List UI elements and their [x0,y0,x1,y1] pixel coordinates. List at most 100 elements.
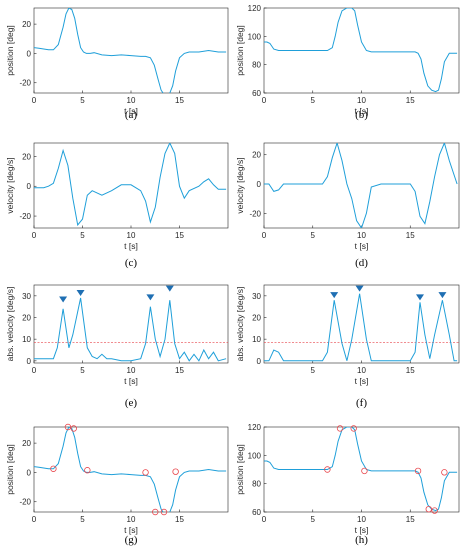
x-tick-label: 15 [406,96,415,105]
x-tick-label: 10 [127,366,136,375]
peak-marker [165,285,174,292]
y-tick-label: 100 [248,451,262,460]
y-tick-label: 20 [252,314,261,323]
y-tick-label: 80 [252,61,261,70]
x-tick-label: 0 [32,96,37,105]
x-tick-label: 15 [175,96,184,105]
series-line [264,143,458,228]
boundary-marker [70,425,77,432]
boundary-marker [441,469,448,476]
x-tick-label: 5 [80,231,85,240]
y-tick-label: -20 [19,212,31,221]
series-line [34,297,227,362]
panel-caption: (c) [125,257,138,269]
y-tick-label: 100 [248,32,262,41]
x-axis-label: t [s] [124,376,138,386]
x-tick-label: 5 [80,96,85,105]
x-tick-label: 5 [80,515,85,524]
y-tick-label: 120 [248,423,262,432]
y-tick-label: 20 [252,151,261,160]
plot-area [263,284,460,364]
x-tick-label: 0 [32,231,37,240]
y-tick-label: 20 [22,152,31,161]
x-tick-label: 10 [127,231,136,240]
plot-area [33,426,229,513]
boundary-marker [50,465,57,472]
plot-area [263,142,460,229]
x-axis-label: t [s] [355,376,369,386]
y-axis-label: abs. velocity [deg/s] [235,287,245,362]
x-tick-label: 0 [262,96,267,105]
x-tick-label: 10 [357,231,366,240]
x-tick-label: 15 [406,366,415,375]
y-tick-label: 0 [27,357,32,366]
boundary-marker [431,507,438,514]
x-tick-label: 10 [127,515,136,524]
x-axis-label: t [s] [355,525,369,535]
panel-caption: (d) [355,257,368,269]
x-tick-label: 5 [311,96,316,105]
panel-b: 0 5 10 15 60 80 100 120 t [s] position [deg] (b) [235,4,460,121]
series-line [264,293,458,362]
y-axis-label: abs. velocity [deg/s] [5,287,15,362]
x-tick-label: 10 [357,366,366,375]
boundary-marker [361,467,368,475]
series-line [34,8,227,93]
y-tick-label: 20 [22,439,31,448]
y-tick-label: 80 [252,480,261,489]
boundary-marker [160,508,168,516]
x-axis-label: t [s] [124,525,138,535]
y-tick-label: -20 [19,498,31,507]
y-axis-label: position [deg] [5,25,15,76]
x-tick-label: 15 [175,231,184,240]
x-tick-label: 5 [80,366,85,375]
x-tick-label: 10 [357,515,366,524]
x-axis-label: t [s] [355,106,369,116]
boundary-marker [336,425,344,432]
panel-h: 0 5 10 15 60 80 100 120 t [s] position [deg] (h) [235,423,460,546]
x-tick-label: 0 [262,515,267,524]
y-tick-label: -20 [249,209,261,218]
y-tick-label: 30 [252,292,261,301]
y-tick-label: 20 [22,314,31,323]
plot-area [33,284,229,364]
panel-c: 0 5 10 15 -20 0 20 t [s] velocity [deg/s] (c) [5,142,229,269]
panel-caption: (h) [355,534,368,546]
boundary-marker [172,468,179,475]
plot-area [33,7,229,94]
series-line [34,143,227,227]
x-tick-label: 15 [175,515,184,524]
boundary-marker [152,508,159,516]
x-tick-label: 0 [32,366,37,375]
x-axis-label: t [s] [124,106,138,116]
panel-caption: (b) [355,109,368,121]
y-axis-label: position [deg] [235,444,245,495]
panel-f: 5 10 15 0 10 20 30 t [s] abs. velocity [deg/s] (f… [235,284,460,409]
panel-caption: (e) [125,397,138,409]
y-tick-label: 60 [252,89,261,98]
x-tick-label: 5 [311,366,316,375]
x-tick-label: 15 [175,366,184,375]
peak-marker [146,294,155,301]
peak-marker [76,290,85,296]
panel-caption: (g) [125,534,138,546]
boundary-marker [324,466,331,473]
panel-d: 0 5 10 15 -20 0 20 t [s] velocity [deg/s] (d) [235,142,460,269]
series-line [34,427,227,512]
peak-marker [59,296,68,303]
boundary-marker [350,425,357,432]
series-line [264,8,458,93]
y-tick-label: 30 [22,292,31,301]
y-tick-label: 0 [257,357,262,366]
boundary-marker [425,505,432,513]
boundary-marker [414,467,422,475]
peak-marker [438,292,447,299]
y-tick-label: 120 [248,4,262,13]
x-tick-label: 0 [262,231,267,240]
y-tick-label: 0 [27,468,32,477]
x-tick-label: 10 [127,96,136,105]
y-tick-label: 10 [252,335,261,344]
